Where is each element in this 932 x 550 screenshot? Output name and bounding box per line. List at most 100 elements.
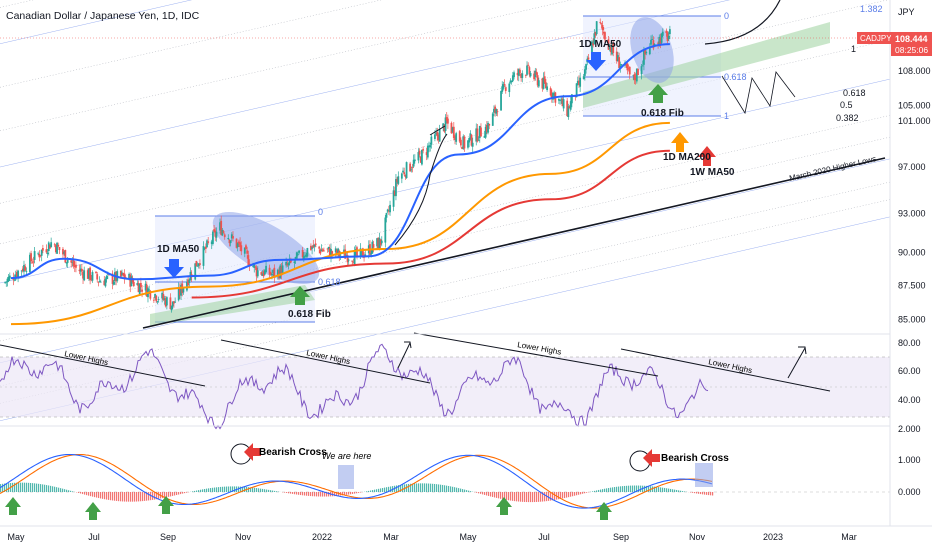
- macd-hist-bar: [292, 492, 294, 494]
- macd-hist-bar: [564, 492, 566, 499]
- candle-body: [495, 109, 498, 114]
- macd-tick-label: 0.000: [898, 487, 921, 497]
- candle-body: [88, 268, 90, 279]
- macd-hist-bar: [154, 492, 156, 500]
- candle-body: [459, 139, 462, 146]
- candle-body: [443, 124, 446, 132]
- candle-body: [121, 272, 123, 276]
- macd-hist-bar: [584, 492, 586, 494]
- candle-body: [47, 242, 50, 252]
- macd-hist-bar: [708, 492, 710, 496]
- macd-hist-bar: [710, 492, 712, 496]
- candle-body: [280, 266, 283, 276]
- macd-hist-bar: [346, 492, 348, 495]
- macd-hist-bar: [442, 484, 444, 492]
- candle-body: [666, 32, 669, 41]
- candle-body: [90, 278, 93, 280]
- macd-hist-bar: [634, 485, 636, 492]
- channel-line: [0, 181, 891, 387]
- projection-curve-top: [704, 0, 781, 45]
- macd-hist-bar: [136, 492, 138, 502]
- candle-body: [221, 230, 224, 236]
- macd-hist-bar: [604, 488, 606, 492]
- candle-body: [561, 98, 564, 107]
- time-tick-label: Jul: [538, 532, 550, 542]
- candle-body: [119, 270, 122, 277]
- macd-hist-bar: [416, 483, 418, 492]
- candle-body: [215, 231, 218, 238]
- candle-body: [197, 263, 200, 266]
- candle-body: [28, 254, 31, 272]
- macd-hist-bar: [182, 492, 184, 494]
- macd-hist-bar: [386, 487, 388, 492]
- channel-0382: 0.382: [836, 113, 859, 123]
- candle-body: [128, 273, 130, 280]
- candle-body: [344, 249, 347, 259]
- candle-body: [157, 299, 160, 300]
- price-axis: 108.000 105.000 101.000 97.000 93.000 90.000 8…: [898, 66, 931, 324]
- candle-body: [455, 133, 458, 142]
- candle-body: [177, 287, 180, 301]
- macd-hist-bar: [320, 492, 322, 497]
- macd-hist-bar: [156, 492, 158, 500]
- candle-body: [361, 248, 364, 258]
- macd-hist-bar: [42, 484, 44, 492]
- macd-hist-bar: [498, 492, 500, 499]
- candle-body: [145, 284, 148, 297]
- candle-body: [633, 74, 636, 80]
- channel-1382: 1.382: [860, 4, 883, 14]
- macd-hist-bar: [6, 483, 8, 492]
- candle-body: [141, 289, 143, 292]
- macd-hist-bar: [358, 492, 360, 493]
- candle-body: [78, 269, 81, 272]
- candle-body: [223, 234, 226, 238]
- candle-body: [111, 273, 114, 284]
- macd-hist-bar: [582, 492, 584, 494]
- macd-hist-bar: [580, 492, 582, 495]
- macd-hist-bar: [450, 486, 452, 492]
- macd-hist-bar: [264, 489, 266, 492]
- macd-hist-bar: [54, 486, 56, 492]
- candle-body: [40, 249, 43, 256]
- candle-body: [475, 128, 478, 142]
- candle-body: [364, 254, 367, 256]
- candle-body: [73, 265, 76, 268]
- macd-hist-bar: [288, 492, 290, 494]
- macd-hist-bar: [142, 492, 144, 502]
- candle-body: [434, 134, 436, 139]
- candle-body: [570, 94, 573, 104]
- candle-body: [579, 77, 582, 87]
- macd-hist-bar: [428, 483, 430, 492]
- candle-body: [16, 272, 18, 278]
- candle-body: [229, 240, 232, 244]
- macd-hist-bar: [174, 492, 176, 496]
- candle-body: [301, 250, 304, 258]
- macd-hist-bar: [262, 488, 264, 492]
- macd-hist-bar: [400, 484, 402, 492]
- macd-hist-bar: [114, 492, 116, 501]
- bearish-cross-label-right: Bearish Cross: [661, 453, 729, 464]
- candle-body: [541, 78, 544, 89]
- candle-body: [566, 100, 569, 116]
- macd-hist-bar: [120, 492, 122, 502]
- march-2020-higher-lows-line: [142, 157, 886, 329]
- candle-body: [537, 80, 540, 87]
- channel-line: [0, 0, 572, 132]
- candle-body: [458, 131, 461, 142]
- candle-body: [327, 246, 330, 249]
- candle-body: [527, 64, 530, 66]
- macd-hist-bar: [492, 492, 494, 497]
- macd-hist-bar: [350, 492, 352, 495]
- macd-hist-bar: [110, 492, 112, 501]
- macd-hist-bar: [448, 485, 450, 492]
- macd-hist-bar: [18, 482, 20, 492]
- candle-body: [161, 292, 164, 299]
- candle-body: [371, 241, 374, 254]
- candle-body: [400, 173, 403, 179]
- candle-body: [97, 281, 100, 283]
- candle-body: [462, 136, 465, 149]
- candle-body: [156, 301, 159, 303]
- candle-body: [285, 261, 288, 266]
- macd-hist-bar: [194, 490, 196, 492]
- candle-body: [98, 281, 101, 283]
